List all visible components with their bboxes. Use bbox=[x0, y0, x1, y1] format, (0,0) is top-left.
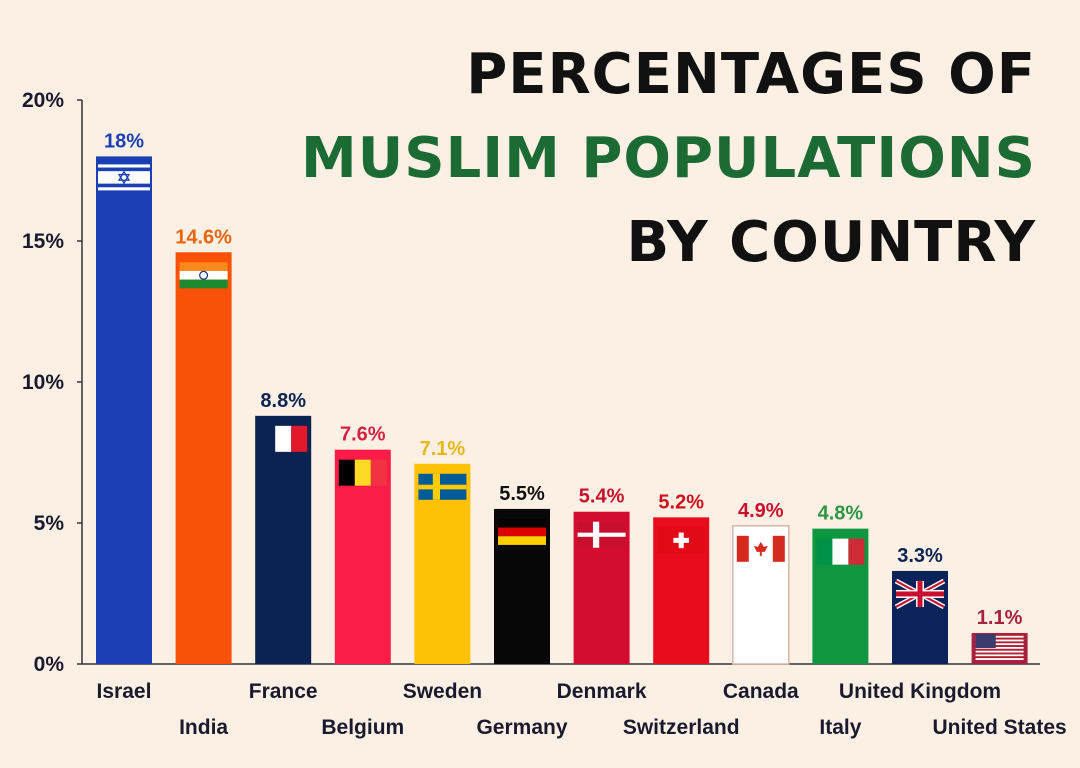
labels: 18% Israel 14.6% India 8.8% France 7.6% Belgium… bbox=[97, 130, 1067, 739]
x-tick-label: Germany bbox=[476, 716, 567, 739]
x-tick-label: Denmark bbox=[557, 680, 647, 703]
x-tick-label: Israel bbox=[97, 680, 152, 703]
israel-flag-icon bbox=[98, 164, 150, 191]
bar-israel bbox=[96, 156, 152, 664]
data-label: 3.3% bbox=[897, 545, 943, 567]
data-label: 7.6% bbox=[340, 424, 386, 446]
france-flag-icon bbox=[259, 425, 308, 452]
x-tick-label: United States bbox=[932, 716, 1066, 739]
y-tick-label: 0% bbox=[34, 653, 65, 676]
chart-title-line-3: BY COUNTRY bbox=[626, 210, 1036, 275]
bar-france bbox=[255, 415, 312, 664]
x-tick-label: Belgium bbox=[321, 716, 404, 739]
y-tick-label: 15% bbox=[22, 230, 64, 253]
uk-flag-icon bbox=[894, 578, 946, 610]
x-tick-label: Switzerland bbox=[623, 716, 740, 739]
bar-india bbox=[175, 252, 232, 664]
data-label: 4.8% bbox=[818, 503, 864, 525]
data-label: 14.6% bbox=[175, 226, 232, 248]
india-flag-icon bbox=[179, 262, 228, 289]
usa-flag-icon bbox=[975, 634, 1024, 660]
canada-flag-icon bbox=[736, 535, 785, 562]
sweden-flag-icon bbox=[418, 473, 467, 500]
data-label: 7.1% bbox=[420, 438, 466, 460]
y-tick-label: 5% bbox=[34, 512, 65, 535]
data-label: 18% bbox=[104, 130, 144, 152]
axes: 0% 5% 10% 15% 20% bbox=[22, 89, 1040, 676]
chart-title-line-1: PERCENTAGES OF bbox=[466, 42, 1036, 107]
x-tick-label: Italy bbox=[819, 716, 861, 739]
bars bbox=[96, 156, 1028, 665]
belgium-flag-icon bbox=[338, 459, 387, 486]
chart-title-line-2: MUSLIM POPULATIONS bbox=[301, 126, 1036, 191]
x-tick-label: France bbox=[249, 680, 318, 703]
x-tick-label: Sweden bbox=[403, 680, 482, 703]
denmark-flag-icon bbox=[577, 521, 626, 548]
data-label: 5.5% bbox=[499, 483, 545, 505]
switzerland-flag-icon bbox=[657, 527, 706, 554]
y-tick-label: 20% bbox=[22, 89, 64, 112]
data-label: 8.8% bbox=[260, 390, 306, 412]
x-tick-label: Canada bbox=[723, 680, 799, 703]
x-tick-label: United Kingdom bbox=[839, 680, 1001, 703]
y-tick-label: 10% bbox=[22, 371, 64, 394]
x-tick-label: India bbox=[179, 716, 228, 739]
data-label: 1.1% bbox=[977, 607, 1023, 629]
data-label: 4.9% bbox=[738, 500, 784, 522]
data-label: 5.4% bbox=[579, 486, 625, 508]
germany-flag-icon bbox=[498, 518, 546, 545]
data-label: 5.2% bbox=[658, 491, 704, 513]
italy-flag-icon bbox=[816, 538, 865, 565]
